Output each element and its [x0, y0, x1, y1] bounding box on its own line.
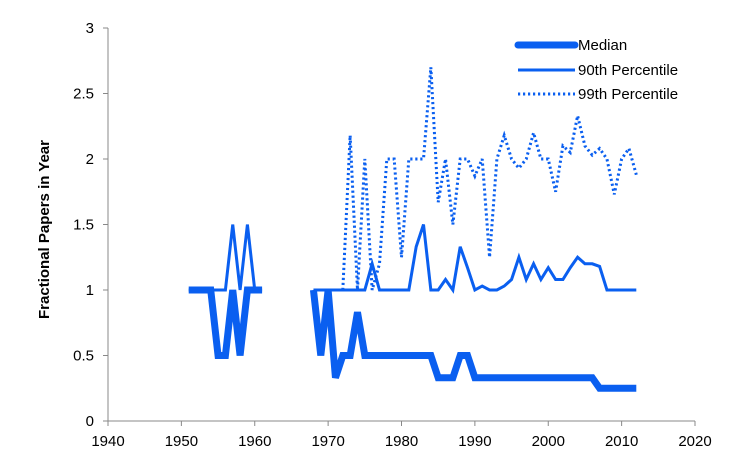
y-tick-label: 1: [86, 282, 94, 299]
x-tick-label: 1990: [458, 433, 491, 450]
y-tick-label: 2.5: [73, 86, 94, 103]
series-line: [188, 224, 263, 292]
x-tick-label: 1950: [165, 433, 198, 450]
y-tick-label: 3: [86, 20, 94, 37]
series-median: [188, 286, 637, 392]
x-tick-label: 1980: [385, 433, 418, 450]
legend: Median 90th Percentile 99th Percentile: [514, 37, 678, 103]
legend-label: Median: [578, 37, 627, 54]
y-tick-label: 0.5: [73, 348, 94, 365]
series-90th-percentile: [188, 224, 637, 294]
x-tick-label: 2000: [532, 433, 565, 450]
x-tick-label: 2010: [605, 433, 638, 450]
x-ticks: 1940 1950 1960 1970 1980 1990 2000 2010 2020: [91, 421, 712, 450]
plot-series: [188, 67, 638, 392]
x-tick-label: 1940: [91, 433, 124, 450]
series-line: [188, 286, 263, 359]
series-line: [313, 224, 637, 294]
y-tick-label: 2: [86, 151, 94, 168]
y-tick-label: 1.5: [73, 217, 94, 234]
legend-label: 90th Percentile: [578, 62, 678, 79]
y-ticks: 0 0.5 1 1.5 2 2.5 3: [73, 20, 108, 430]
x-tick-label: 2020: [678, 433, 711, 450]
y-axis-title: Fractional Papers in Year: [36, 140, 53, 319]
series-line: [309, 289, 637, 392]
x-tick-label: 1960: [238, 433, 271, 450]
legend-label: 99th Percentile: [578, 86, 678, 103]
axes: 1940 1950 1960 1970 1980 1990 2000 2010 2020 0 0.…: [73, 20, 712, 450]
x-tick-label: 1970: [311, 433, 344, 450]
y-tick-label: 0: [86, 413, 94, 430]
